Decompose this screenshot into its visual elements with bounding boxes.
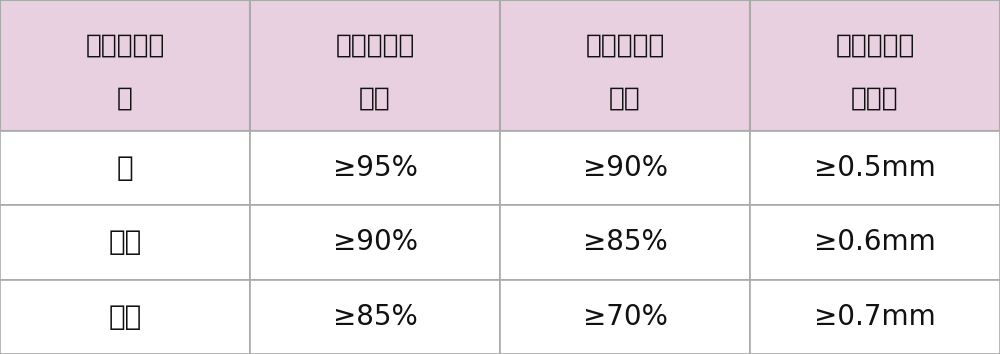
Bar: [500, 280, 750, 354]
Bar: [750, 280, 1000, 354]
Text: 余率: 余率: [609, 85, 641, 111]
Text: ≥90%: ≥90%: [582, 154, 668, 182]
Bar: [750, 131, 1000, 205]
Text: 极耳金属剩: 极耳金属剩: [335, 33, 415, 59]
Text: 边框金属剩: 边框金属剩: [585, 33, 665, 59]
Bar: [750, 205, 1000, 280]
Text: ≥95%: ≥95%: [333, 154, 417, 182]
Bar: [750, 0, 1000, 131]
Text: ≥90%: ≥90%: [332, 228, 418, 257]
Bar: [500, 131, 750, 205]
Bar: [0, 280, 250, 354]
Text: ≥85%: ≥85%: [583, 228, 667, 257]
Text: 低要求: 低要求: [851, 85, 899, 111]
Bar: [500, 205, 750, 280]
Text: 好: 好: [117, 154, 133, 182]
Bar: [250, 131, 500, 205]
Text: ≥0.7mm: ≥0.7mm: [814, 303, 936, 331]
Bar: [0, 0, 250, 131]
Text: 晶粒尺寸最: 晶粒尺寸最: [835, 33, 915, 59]
Text: ≥85%: ≥85%: [333, 303, 417, 331]
Bar: [250, 205, 500, 280]
Text: 板栅耐腐蚀: 板栅耐腐蚀: [85, 33, 165, 59]
Bar: [250, 280, 500, 354]
Bar: [0, 205, 250, 280]
Text: 余率: 余率: [359, 85, 391, 111]
Bar: [0, 131, 250, 205]
Text: 性: 性: [117, 85, 133, 111]
Text: 合格: 合格: [108, 303, 142, 331]
Bar: [250, 0, 500, 131]
Text: ≥0.5mm: ≥0.5mm: [814, 154, 936, 182]
Text: 一般: 一般: [108, 228, 142, 257]
Text: ≥0.6mm: ≥0.6mm: [814, 228, 936, 257]
Text: ≥70%: ≥70%: [583, 303, 667, 331]
Bar: [500, 0, 750, 131]
